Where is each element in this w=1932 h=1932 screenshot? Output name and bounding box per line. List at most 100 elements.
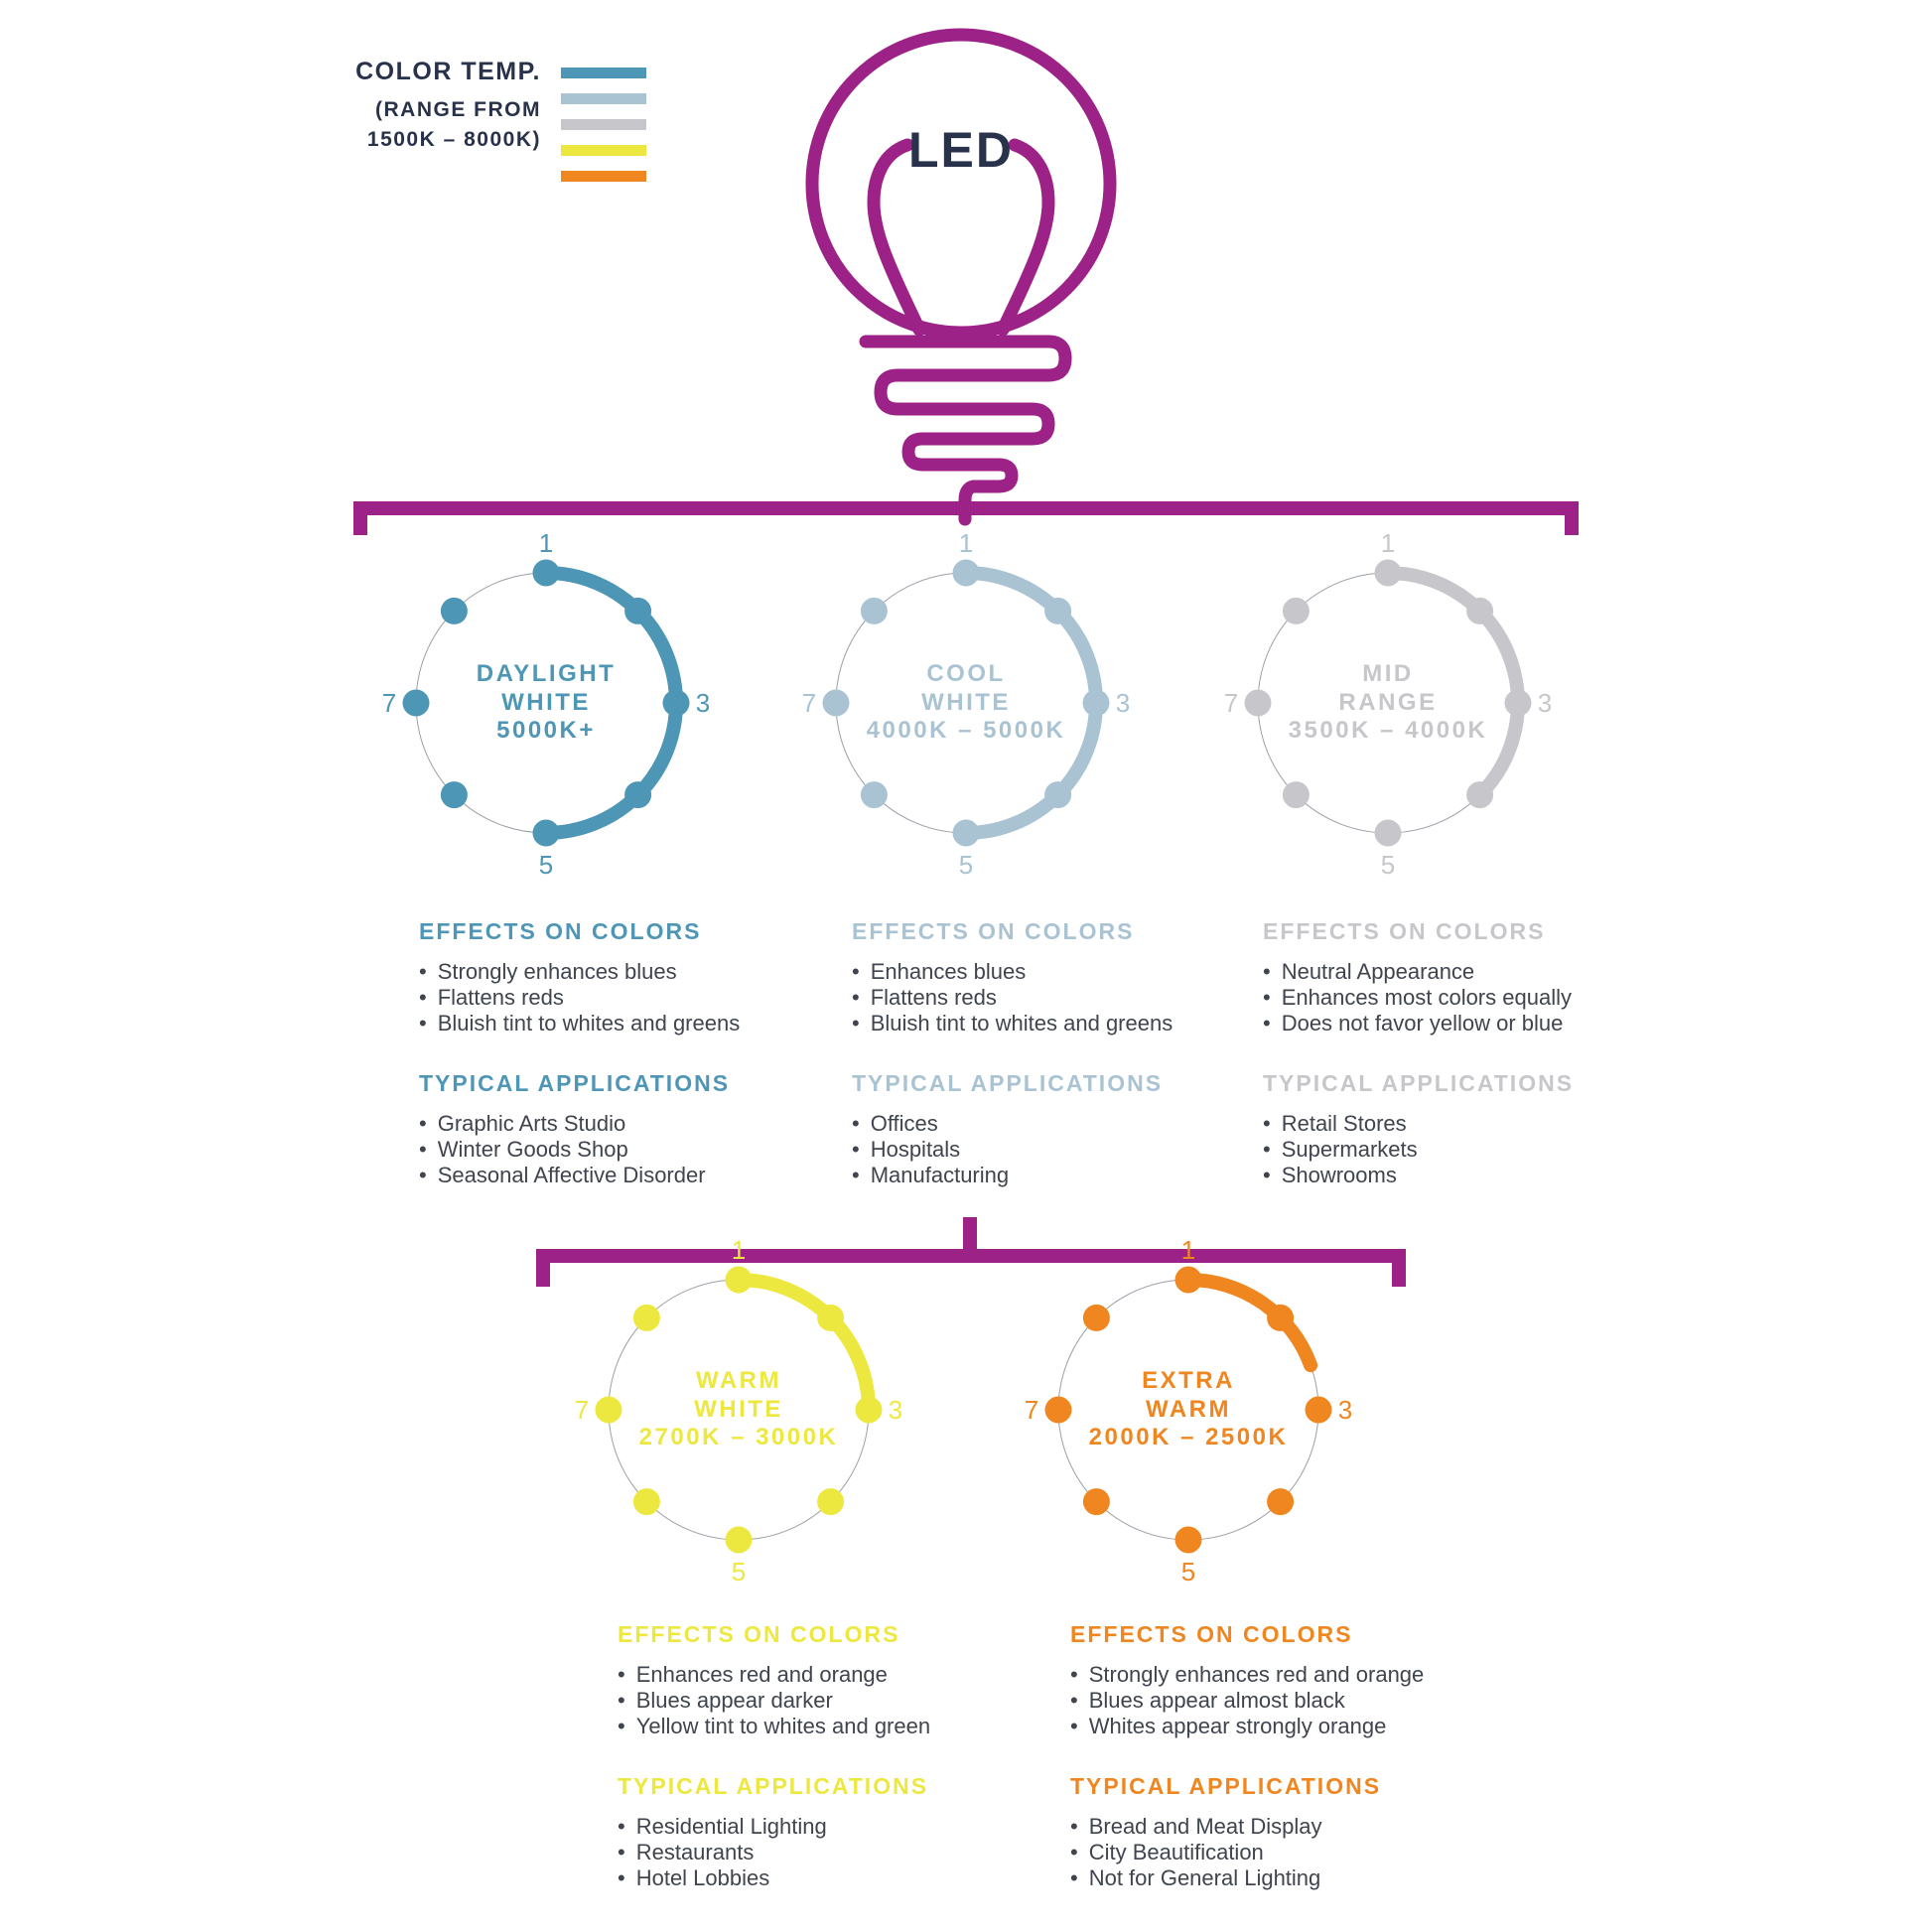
dial-warm-white: 1 3 5 7 WARM WHITE 2700K – 3000K bbox=[560, 1231, 917, 1588]
applications-list: Retail StoresSupermarketsShowrooms bbox=[1263, 1111, 1690, 1188]
applications-title: TYPICAL APPLICATIONS bbox=[852, 1070, 1164, 1096]
info-mid-range: EFFECTS ON COLORS Neutral AppearanceEnha… bbox=[1263, 918, 1690, 1222]
list-item: Yellow tint to whites and green bbox=[618, 1714, 1044, 1739]
dial-dot bbox=[1374, 559, 1402, 587]
list-item: Does not favor yellow or blue bbox=[1263, 1011, 1690, 1036]
dial-mid-range: 1 3 5 7 MID RANGE 3500K – 4000K bbox=[1209, 524, 1567, 882]
list-item: Showrooms bbox=[1263, 1163, 1690, 1188]
list-item: Restaurants bbox=[618, 1840, 1044, 1865]
connector-bottom-bar bbox=[536, 1249, 1406, 1263]
dial-dot bbox=[1374, 819, 1402, 847]
list-item: Bluish tint to whites and greens bbox=[419, 1011, 846, 1036]
list-item: Flattens reds bbox=[419, 985, 846, 1011]
dial-number: 1 bbox=[1181, 1235, 1195, 1265]
dial-dot bbox=[1082, 689, 1110, 717]
dial-dot bbox=[725, 1266, 753, 1294]
list-item: Enhances most colors equally bbox=[1263, 985, 1690, 1011]
dial-range-arc bbox=[1181, 1273, 1318, 1373]
dial-label-line: WARM bbox=[1146, 1396, 1231, 1423]
daylight-white-swatch bbox=[561, 68, 646, 78]
dial-dot bbox=[1244, 689, 1272, 717]
dial-dot bbox=[1466, 781, 1494, 809]
dial-daylight-white: 1 3 5 7 DAYLIGHT WHITE 5000K+ bbox=[367, 524, 725, 882]
connector-top-bar bbox=[353, 501, 1579, 515]
connector-top-right-tick bbox=[1565, 501, 1579, 535]
dial-dot bbox=[532, 819, 560, 847]
list-item: Bluish tint to whites and greens bbox=[852, 1011, 1279, 1036]
list-item: Supermarkets bbox=[1263, 1137, 1690, 1163]
dial-dot bbox=[440, 597, 468, 624]
dial-number: 3 bbox=[696, 688, 710, 718]
dial-number: 7 bbox=[1224, 688, 1238, 718]
dial-cool-white: 1 3 5 7 COOL WHITE 4000K – 5000K bbox=[787, 524, 1145, 882]
extra-warm-swatch bbox=[561, 171, 646, 182]
effects-title: EFFECTS ON COLORS bbox=[419, 918, 702, 944]
dial-extra-warm: 1 3 5 7 EXTRA WARM 2000K – 2500K bbox=[1010, 1231, 1367, 1588]
list-item: Blues appear almost black bbox=[1070, 1688, 1497, 1714]
dial-dot bbox=[1305, 1396, 1332, 1424]
dial-number: 7 bbox=[1025, 1395, 1038, 1425]
applications-title: TYPICAL APPLICATIONS bbox=[1263, 1070, 1575, 1096]
list-item: Hotel Lobbies bbox=[618, 1865, 1044, 1891]
dial-dot bbox=[1466, 597, 1494, 624]
list-item: Winter Goods Shop bbox=[419, 1137, 846, 1163]
dial-label-line: WHITE bbox=[501, 689, 591, 716]
list-item: Residential Lighting bbox=[618, 1814, 1044, 1840]
dial-dot bbox=[632, 1488, 660, 1516]
list-item: Graphic Arts Studio bbox=[419, 1111, 846, 1137]
dial-dot bbox=[1082, 1304, 1110, 1331]
list-item: Hospitals bbox=[852, 1137, 1279, 1163]
list-item: City Beautification bbox=[1070, 1840, 1497, 1865]
dial-dot bbox=[1082, 1488, 1110, 1516]
applications-list: Graphic Arts StudioWinter Goods ShopSeas… bbox=[419, 1111, 846, 1188]
applications-title: TYPICAL APPLICATIONS bbox=[419, 1070, 731, 1096]
dial-number: 1 bbox=[1381, 528, 1395, 558]
info-extra-warm: EFFECTS ON COLORS Strongly enhances red … bbox=[1070, 1621, 1497, 1925]
list-item: Neutral Appearance bbox=[1263, 959, 1690, 985]
list-item: Whites appear strongly orange bbox=[1070, 1714, 1497, 1739]
list-item: Strongly enhances red and orange bbox=[1070, 1662, 1497, 1688]
dial-number: 3 bbox=[1538, 688, 1552, 718]
list-item: Blues appear darker bbox=[618, 1688, 1044, 1714]
led-bulb-icon: LED bbox=[805, 28, 1117, 526]
effects-list: Neutral AppearanceEnhances most colors e… bbox=[1263, 959, 1690, 1036]
dial-range-arc bbox=[1381, 566, 1525, 802]
list-item: Bread and Meat Display bbox=[1070, 1814, 1497, 1840]
effects-list: Strongly enhances bluesFlattens redsBlui… bbox=[419, 959, 846, 1036]
list-item: Retail Stores bbox=[1263, 1111, 1690, 1137]
dial-label-line: 2700K – 3000K bbox=[639, 1424, 839, 1450]
dial-number: 3 bbox=[889, 1395, 902, 1425]
dial-dot bbox=[855, 1396, 883, 1424]
dial-label-line: COOL bbox=[926, 660, 1005, 687]
effects-title: EFFECTS ON COLORS bbox=[618, 1621, 900, 1647]
dial-dot bbox=[1174, 1526, 1202, 1554]
applications-list: OfficesHospitalsManufacturing bbox=[852, 1111, 1279, 1188]
connector-bottom-left-tick bbox=[536, 1249, 550, 1287]
dial-dot bbox=[1044, 781, 1072, 809]
effects-title: EFFECTS ON COLORS bbox=[1070, 1621, 1353, 1647]
effects-list: Enhances bluesFlattens redsBluish tint t… bbox=[852, 959, 1279, 1036]
info-warm-white: EFFECTS ON COLORS Enhances red and orang… bbox=[618, 1621, 1044, 1925]
effects-title: EFFECTS ON COLORS bbox=[852, 918, 1135, 944]
dial-label-line: RANGE bbox=[1338, 689, 1437, 716]
dial-number: 5 bbox=[959, 850, 973, 880]
dial-dot bbox=[1267, 1488, 1295, 1516]
dial-number: 1 bbox=[959, 528, 973, 558]
list-item: Not for General Lighting bbox=[1070, 1865, 1497, 1891]
list-item: Offices bbox=[852, 1111, 1279, 1137]
dial-number: 7 bbox=[382, 688, 396, 718]
dial-label-line: WHITE bbox=[694, 1396, 783, 1423]
dial-dot bbox=[817, 1304, 845, 1331]
legend-title: COLOR TEMP. bbox=[355, 58, 541, 85]
dial-dot bbox=[817, 1488, 845, 1516]
legend-subtitle-line1: (RANGE FROM bbox=[375, 98, 541, 121]
legend-subtitle-line2: 1500K – 8000K) bbox=[366, 128, 541, 151]
list-item: Enhances blues bbox=[852, 959, 1279, 985]
dial-dot bbox=[1044, 597, 1072, 624]
dial-dot bbox=[1174, 1266, 1202, 1294]
dial-number: 1 bbox=[732, 1235, 746, 1265]
dial-number: 5 bbox=[1181, 1557, 1195, 1587]
effects-list: Strongly enhances red and orangeBlues ap… bbox=[1070, 1662, 1497, 1739]
dial-number: 5 bbox=[732, 1557, 746, 1587]
dial-dot bbox=[632, 1304, 660, 1331]
